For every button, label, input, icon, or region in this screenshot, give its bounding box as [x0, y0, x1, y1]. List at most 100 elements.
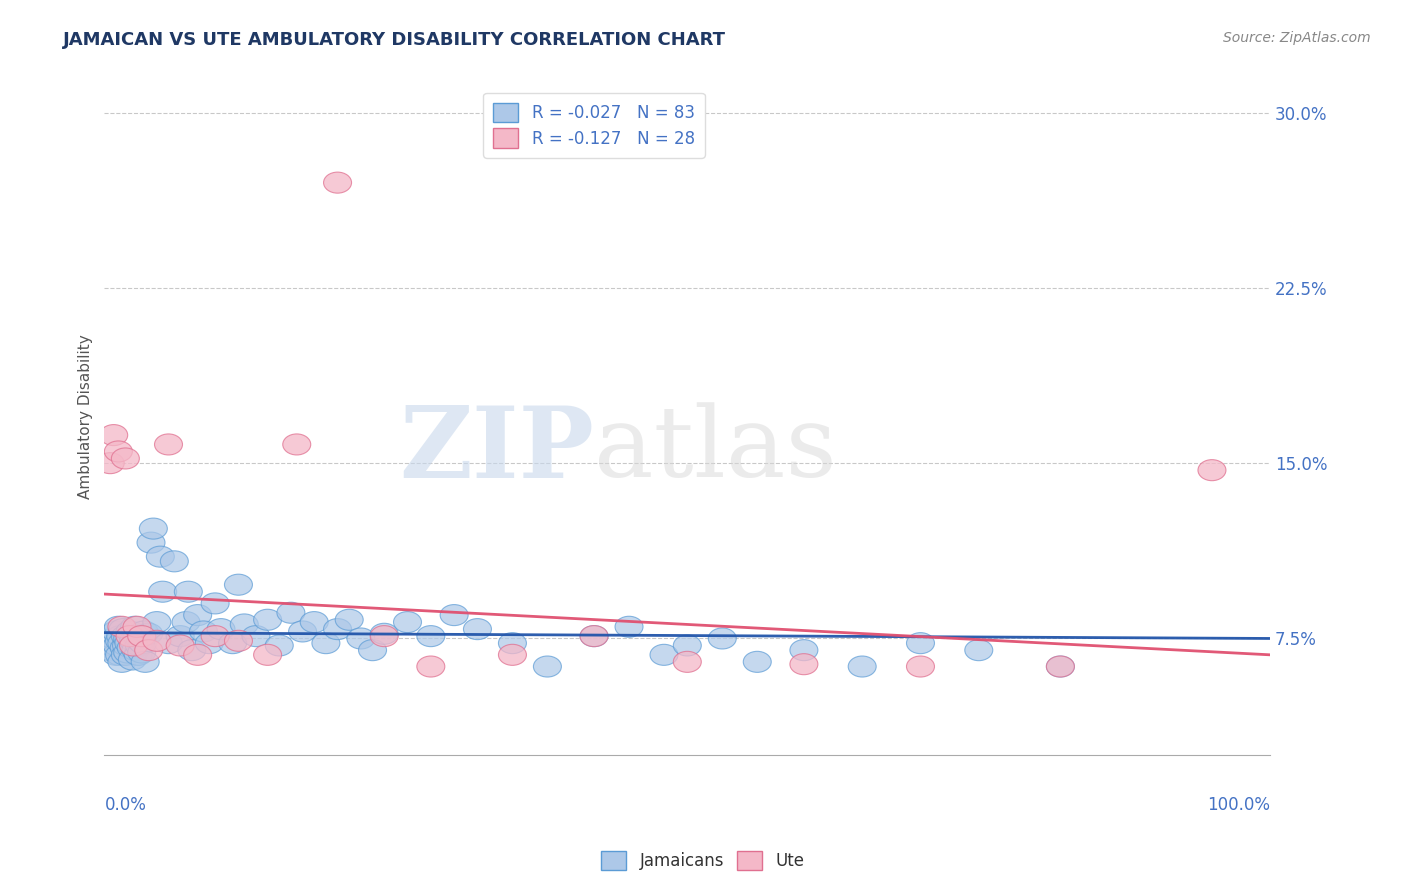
Ellipse shape — [96, 452, 124, 474]
Ellipse shape — [111, 448, 139, 469]
Ellipse shape — [121, 616, 149, 637]
Ellipse shape — [146, 546, 174, 567]
Ellipse shape — [110, 637, 138, 658]
Ellipse shape — [139, 518, 167, 539]
Ellipse shape — [907, 632, 935, 654]
Ellipse shape — [174, 582, 202, 602]
Ellipse shape — [201, 625, 229, 647]
Ellipse shape — [673, 635, 702, 656]
Text: 0.0%: 0.0% — [104, 796, 146, 814]
Ellipse shape — [172, 612, 200, 632]
Ellipse shape — [581, 625, 607, 647]
Ellipse shape — [253, 644, 281, 665]
Ellipse shape — [127, 631, 155, 651]
Ellipse shape — [499, 632, 526, 654]
Ellipse shape — [114, 642, 142, 663]
Ellipse shape — [277, 602, 305, 624]
Ellipse shape — [440, 605, 468, 625]
Ellipse shape — [108, 616, 136, 637]
Ellipse shape — [100, 628, 128, 649]
Ellipse shape — [104, 616, 132, 637]
Ellipse shape — [201, 593, 229, 614]
Ellipse shape — [225, 631, 253, 651]
Ellipse shape — [136, 533, 165, 553]
Ellipse shape — [98, 635, 127, 656]
Ellipse shape — [128, 642, 156, 663]
Ellipse shape — [347, 628, 375, 649]
Ellipse shape — [225, 574, 253, 595]
Ellipse shape — [370, 624, 398, 644]
Ellipse shape — [219, 632, 246, 654]
Ellipse shape — [790, 654, 818, 674]
Ellipse shape — [155, 632, 183, 654]
Ellipse shape — [416, 656, 444, 677]
Ellipse shape — [117, 637, 145, 658]
Ellipse shape — [253, 609, 281, 631]
Ellipse shape — [120, 635, 148, 656]
Ellipse shape — [581, 625, 607, 647]
Ellipse shape — [323, 618, 352, 640]
Ellipse shape — [108, 632, 136, 654]
Ellipse shape — [125, 635, 153, 656]
Ellipse shape — [103, 644, 129, 665]
Ellipse shape — [103, 621, 129, 642]
Ellipse shape — [166, 635, 194, 656]
Ellipse shape — [120, 631, 148, 651]
Ellipse shape — [124, 616, 150, 637]
Ellipse shape — [108, 651, 136, 673]
Ellipse shape — [143, 631, 172, 651]
Ellipse shape — [111, 644, 139, 665]
Ellipse shape — [118, 649, 146, 670]
Ellipse shape — [370, 625, 398, 647]
Ellipse shape — [1046, 656, 1074, 677]
Ellipse shape — [110, 618, 136, 640]
Ellipse shape — [464, 618, 492, 640]
Ellipse shape — [190, 621, 218, 642]
Ellipse shape — [105, 644, 134, 665]
Ellipse shape — [312, 632, 340, 654]
Ellipse shape — [96, 640, 124, 661]
Ellipse shape — [124, 625, 150, 647]
Ellipse shape — [135, 624, 163, 644]
Ellipse shape — [155, 434, 183, 455]
Ellipse shape — [122, 640, 150, 661]
Ellipse shape — [100, 425, 128, 446]
Ellipse shape — [242, 625, 270, 647]
Ellipse shape — [117, 625, 143, 647]
Ellipse shape — [614, 616, 643, 637]
Ellipse shape — [105, 631, 134, 651]
Ellipse shape — [323, 172, 352, 194]
Ellipse shape — [1046, 656, 1074, 677]
Ellipse shape — [160, 550, 188, 572]
Ellipse shape — [907, 656, 935, 677]
Ellipse shape — [790, 640, 818, 661]
Ellipse shape — [111, 625, 139, 647]
Ellipse shape — [135, 640, 163, 661]
Ellipse shape — [965, 640, 993, 661]
Ellipse shape — [1198, 459, 1226, 481]
Ellipse shape — [103, 635, 131, 656]
Legend: Jamaicans, Ute: Jamaicans, Ute — [595, 844, 811, 877]
Ellipse shape — [394, 612, 422, 632]
Text: JAMAICAN VS UTE AMBULATORY DISABILITY CORRELATION CHART: JAMAICAN VS UTE AMBULATORY DISABILITY CO… — [63, 31, 727, 49]
Ellipse shape — [266, 635, 294, 656]
Ellipse shape — [104, 441, 132, 462]
Ellipse shape — [283, 434, 311, 455]
Ellipse shape — [848, 656, 876, 677]
Ellipse shape — [115, 632, 143, 654]
Ellipse shape — [166, 625, 194, 647]
Ellipse shape — [709, 628, 737, 649]
Text: atlas: atlas — [595, 402, 837, 499]
Ellipse shape — [673, 651, 702, 673]
Ellipse shape — [124, 644, 152, 665]
Ellipse shape — [117, 621, 143, 642]
Ellipse shape — [131, 651, 159, 673]
Ellipse shape — [499, 644, 526, 665]
Ellipse shape — [184, 644, 212, 665]
Ellipse shape — [416, 625, 444, 647]
Ellipse shape — [533, 656, 561, 677]
Legend: R = -0.027   N = 83, R = -0.127   N = 28: R = -0.027 N = 83, R = -0.127 N = 28 — [484, 93, 704, 158]
Text: ZIP: ZIP — [399, 401, 595, 499]
Ellipse shape — [114, 628, 142, 649]
Ellipse shape — [129, 632, 157, 654]
